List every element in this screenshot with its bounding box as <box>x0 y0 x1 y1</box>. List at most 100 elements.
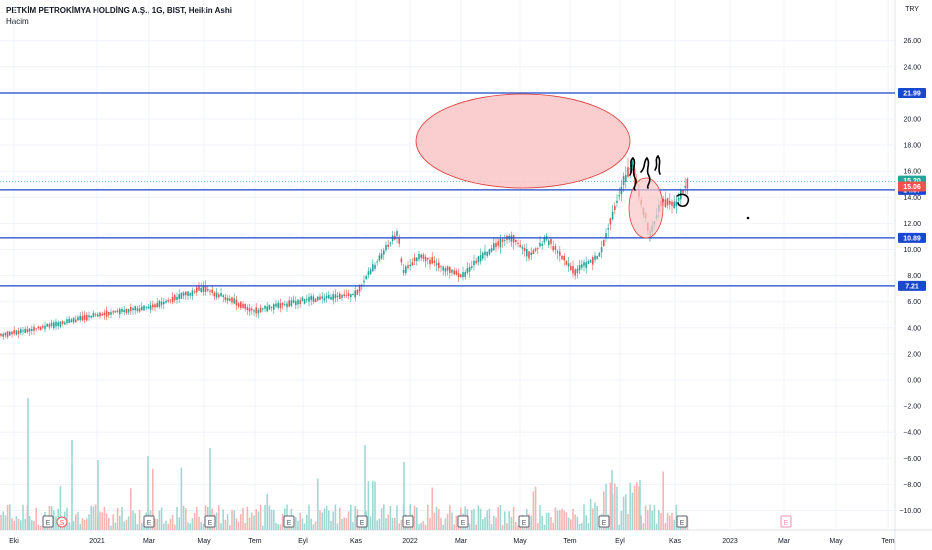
event-marker-label: E <box>46 520 51 527</box>
volume-bar <box>28 515 31 530</box>
candle-body <box>222 295 224 298</box>
volume-bar <box>583 504 585 530</box>
candle-body <box>64 322 66 325</box>
candle-body <box>453 270 455 275</box>
candle-body <box>669 201 671 205</box>
target-zone-ellipse <box>415 93 631 189</box>
volume-bar <box>303 523 306 530</box>
volume-bar <box>6 504 9 530</box>
candle-body <box>477 256 480 263</box>
candle-body <box>605 232 607 239</box>
volume-bar <box>629 482 631 530</box>
volume-bar <box>669 515 671 530</box>
volume-bar <box>319 510 321 530</box>
volume-bar <box>378 518 381 530</box>
hand-drawn-stroke <box>640 156 651 189</box>
candle-body <box>182 292 185 296</box>
volume-bar <box>589 498 592 530</box>
candle-body <box>169 299 172 301</box>
candle-body <box>501 239 504 242</box>
volume-bar <box>136 524 139 530</box>
volume-bar <box>79 524 81 530</box>
candle-body <box>61 321 64 324</box>
candle-body <box>372 264 374 272</box>
candle-body <box>598 252 601 257</box>
candle-body <box>618 195 620 197</box>
volume-bar <box>647 510 649 530</box>
candle-body <box>244 303 246 309</box>
volume-bar <box>264 504 266 530</box>
hand-drawn-stroke <box>654 154 661 175</box>
event-marker <box>676 515 688 528</box>
candle-body <box>108 311 110 316</box>
volume-bar <box>156 519 158 530</box>
cup-ellipse <box>628 177 664 239</box>
volume-bar <box>364 445 366 530</box>
volume-bar <box>92 506 95 530</box>
candle-body <box>165 300 167 303</box>
volume-bar <box>141 523 143 530</box>
volume-bar <box>475 524 477 530</box>
event-marker <box>598 515 610 528</box>
candle-body <box>35 328 37 330</box>
candle-body <box>218 294 220 297</box>
volume-bar <box>71 440 73 530</box>
candle-body <box>121 308 123 312</box>
candle-body <box>620 186 623 195</box>
event-marker <box>518 515 530 528</box>
volume-bar <box>605 483 607 530</box>
candle-body <box>664 199 667 208</box>
event-marker <box>356 515 368 528</box>
volume-bar <box>339 507 341 530</box>
event-marker-label: S <box>60 520 65 527</box>
volume-bar <box>325 505 328 530</box>
event-marker <box>56 516 68 528</box>
candle-body <box>611 211 614 220</box>
volume-bar <box>77 512 79 530</box>
candle-body <box>466 268 469 273</box>
volume-bar <box>653 505 656 530</box>
candle-body <box>431 257 433 264</box>
volume-bar <box>374 481 376 530</box>
volume-bar <box>433 512 436 530</box>
event-marker <box>402 515 414 528</box>
candle-body <box>354 290 356 298</box>
volume-bar <box>90 505 92 530</box>
volume-bar <box>552 522 554 530</box>
candle-body <box>246 307 249 311</box>
candle-body <box>561 255 563 260</box>
candle-body <box>484 251 486 256</box>
candle-body <box>292 299 295 303</box>
volume-bar <box>171 514 174 530</box>
volume-bar <box>154 518 156 530</box>
candle-body <box>671 201 673 206</box>
volume-bar <box>673 519 675 530</box>
candle-body <box>46 323 48 327</box>
volume-bar <box>429 518 431 530</box>
candle-body <box>11 331 13 335</box>
candle-body <box>482 252 484 259</box>
chart-title: PETKİM PETROKİMYA HOLDİNG A.Ş., 1G, BIST… <box>6 6 232 15</box>
candle-body <box>90 315 92 318</box>
volume-bar <box>548 512 550 530</box>
x-tick-label: 2021 <box>89 538 105 545</box>
candle-body <box>433 260 436 263</box>
candle-body <box>299 300 301 304</box>
volume-bar <box>101 512 103 530</box>
candle-body <box>490 248 493 252</box>
candle-body <box>279 303 282 309</box>
candle-body <box>202 285 205 292</box>
candle-body <box>686 178 689 189</box>
event-marker <box>204 515 216 528</box>
volume-bar <box>266 493 268 530</box>
candle-body <box>86 314 88 321</box>
candle-body <box>429 259 431 265</box>
candle-body <box>207 289 209 291</box>
candle-body <box>114 310 117 313</box>
candle-body <box>530 252 532 256</box>
candle-body <box>378 255 381 261</box>
volume-bar <box>556 510 559 530</box>
volume-bar <box>297 520 299 530</box>
candle-body <box>94 314 97 316</box>
